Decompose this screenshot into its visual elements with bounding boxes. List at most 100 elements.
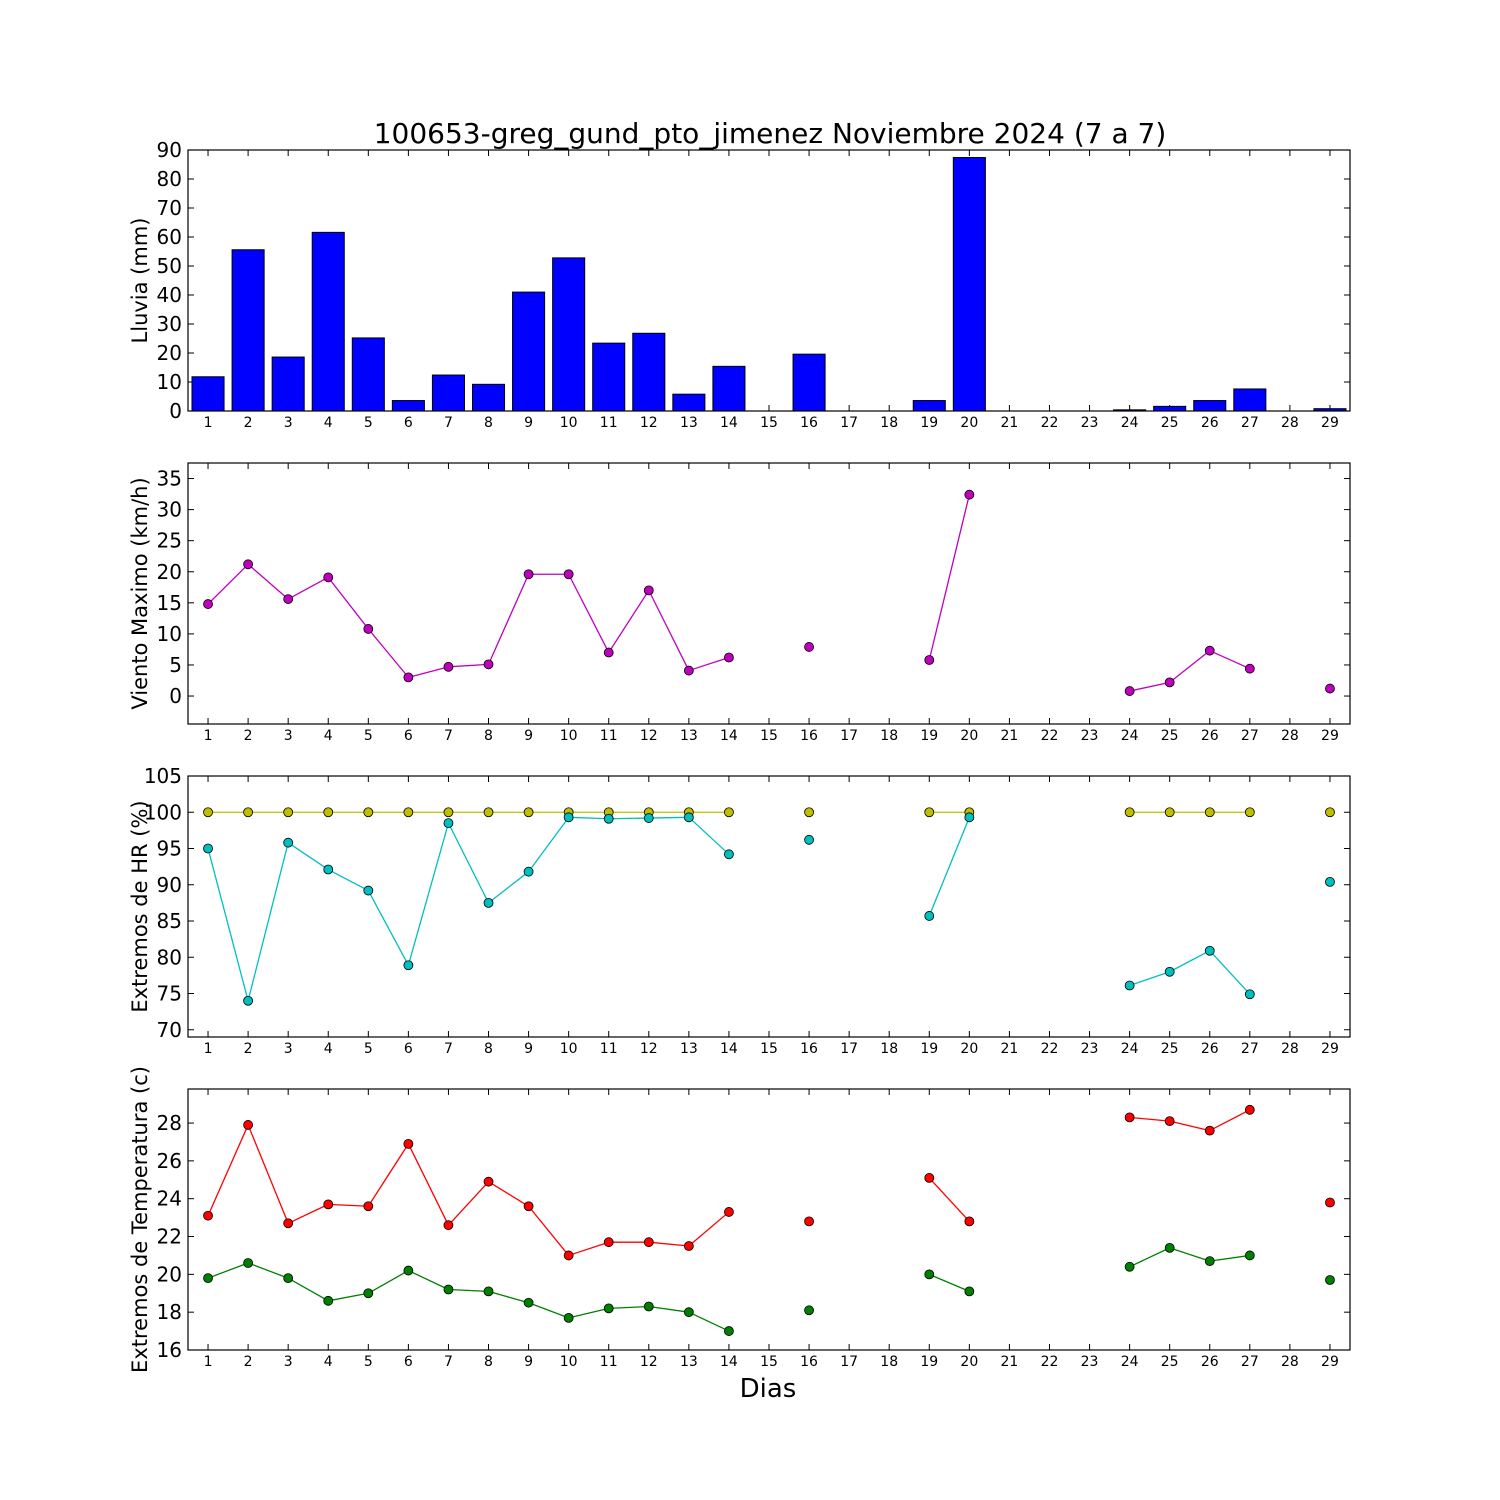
hr-series-0-point [363,807,374,818]
hr-series-1-segment [928,817,970,917]
x-tick-label: 3 [284,415,293,431]
x-tick-label: 10 [560,728,578,744]
y-tick-label: 95 [157,837,182,861]
hr-series-0-point [724,807,734,818]
x-tick-label: 17 [840,415,858,431]
x-tick-label: 22 [1041,1354,1059,1370]
y-tick-label: 25 [157,529,182,553]
hr-series-1-point [1204,945,1215,956]
hr-series-1-segment [528,816,570,873]
hr-series-1-segment [688,816,730,855]
y-tick-label: 18 [157,1300,182,1324]
wind-series-0-point [724,652,734,663]
x-tick-label: 25 [1161,415,1179,431]
x-tick-label: 7 [444,728,453,744]
temp-series-0-segment [1209,1109,1251,1132]
wind-series-0-segment [648,590,690,671]
y-tick-label: 100 [144,800,182,824]
y-tick-label: 30 [157,498,182,522]
rain-bar [512,291,546,412]
temp-series-1-segment [287,1277,329,1302]
hr-series-1-point [363,885,374,896]
hr-series-0-point [403,807,414,818]
hr-series-0-point [523,807,534,818]
hr-series-1-segment [367,890,409,966]
x-tick-label: 6 [404,728,413,744]
temp-series-0-segment [568,1241,609,1257]
y-tick-label: 20 [157,341,182,365]
x-tick-label: 17 [840,1354,858,1370]
plot-frame [187,462,1351,725]
rain-bar [952,157,986,412]
temp-series-1-point [924,1269,935,1280]
hr-series-1-point [563,812,574,823]
x-tick-label: 3 [284,1354,293,1370]
x-tick-label: 5 [364,415,373,431]
x-tick-label: 21 [1000,1354,1018,1370]
rain-bar [351,337,385,412]
x-tick-label: 2 [244,1354,253,1370]
x-tick-label: 6 [404,1041,413,1057]
y-tick-label: 75 [157,982,182,1006]
x-tick-label: 21 [1000,1041,1018,1057]
hr-series-1-point [1164,966,1175,977]
x-tick-label: 2 [244,1041,253,1057]
temp-series-1-segment [1209,1254,1250,1262]
x-tick-label: 24 [1121,728,1139,744]
x-tick-label: 28 [1281,728,1299,744]
wind-series-0-point [243,559,254,570]
wind-series-0-point [563,569,574,580]
x-tick-label: 16 [800,728,818,744]
x-tick-label: 26 [1201,415,1219,431]
wind-series-0-segment [688,656,730,672]
temp-series-1-point [683,1307,694,1318]
temp-series-1-point [323,1295,334,1306]
temp-series-0-point [523,1201,534,1212]
hr-series-0-point [1204,807,1215,818]
hr-series-0-point [1124,807,1135,818]
y-tick-label: 10 [157,370,182,394]
hr-series-1-point [1244,989,1255,1000]
x-tick-label: 15 [760,1041,778,1057]
temp-series-0-point [603,1237,614,1248]
hr-series-1-point [243,995,254,1006]
x-tick-label: 28 [1281,415,1299,431]
x-tick-label: 12 [640,415,658,431]
x-tick-label: 20 [960,415,978,431]
y-tick-label: 26 [157,1149,182,1173]
temp-series-0-segment [407,1143,450,1226]
temp-series-0-point [243,1120,254,1130]
y-tick-label: 0 [169,684,182,708]
x-tick-label: 9 [524,415,533,431]
rain-bar [712,365,746,412]
temp-series-1-point [1204,1256,1215,1267]
hr-series-1-segment [608,817,649,820]
x-tick-label: 4 [324,1041,333,1057]
y-tick-label: 70 [157,196,182,220]
temp-series-1-segment [568,1307,609,1319]
rain-bar [632,332,666,412]
x-tick-label: 20 [960,1354,978,1370]
y-axis-label: Extremos de Temperatura (c) [128,1066,152,1373]
rain-bar [271,356,305,412]
wind-series-0-point [1204,645,1215,656]
x-tick-label: 21 [1000,415,1018,431]
temp-series-0-point [683,1241,694,1251]
temp-series-0-point [1204,1125,1215,1136]
temp-series-1-point [403,1265,414,1276]
rain-bar [672,393,706,412]
temp-series-1-point [1325,1275,1335,1285]
hr-series-1-point [603,813,614,824]
temp-series-1-segment [1129,1247,1170,1268]
temp-series-0-segment [247,1124,289,1224]
x-tick-label: 13 [680,1041,698,1057]
y-tick-label: 80 [157,945,182,969]
x-tick-label: 6 [404,1354,413,1370]
hr-series-1-point [1124,980,1135,991]
y-tick-label: 24 [157,1187,182,1211]
rain-bar [431,374,465,412]
